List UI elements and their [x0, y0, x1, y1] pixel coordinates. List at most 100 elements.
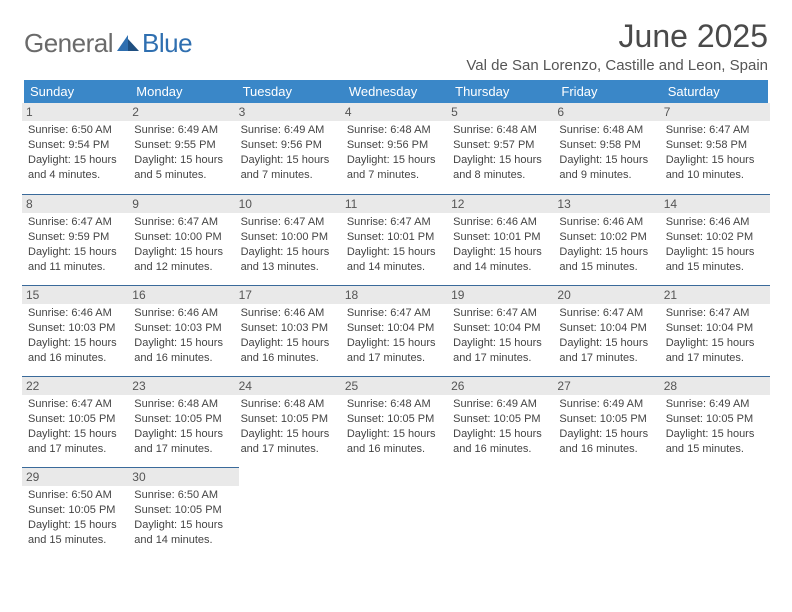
logo-text-general: General — [24, 28, 113, 59]
sunrise-line: Sunrise: 6:48 AM — [241, 397, 339, 412]
day-number: 22 — [22, 376, 132, 395]
daylight-line: Daylight: 15 hours and 15 minutes. — [666, 427, 764, 457]
sunset-line: Sunset: 9:56 PM — [241, 138, 339, 153]
page: General Blue June 2025 Val de San Lorenz… — [0, 0, 792, 558]
daylight-line: Daylight: 15 hours and 17 minutes. — [28, 427, 126, 457]
calendar-cell: 6Sunrise: 6:48 AMSunset: 9:58 PMDaylight… — [555, 103, 661, 194]
sunrise-line: Sunrise: 6:47 AM — [134, 215, 232, 230]
day-number: 12 — [447, 194, 557, 213]
day-number: 7 — [660, 103, 770, 121]
sunrise-line: Sunrise: 6:47 AM — [28, 397, 126, 412]
sunrise-line: Sunrise: 6:46 AM — [134, 306, 232, 321]
daylight-line: Daylight: 15 hours and 16 minutes. — [241, 336, 339, 366]
daylight-line: Daylight: 15 hours and 7 minutes. — [347, 153, 445, 183]
day-info: Sunrise: 6:49 AMSunset: 9:56 PMDaylight:… — [241, 123, 339, 182]
day-number: 6 — [553, 103, 663, 121]
sunset-line: Sunset: 10:04 PM — [559, 321, 657, 336]
sunset-line: Sunset: 10:02 PM — [666, 230, 764, 245]
sunset-line: Sunset: 10:05 PM — [134, 503, 232, 518]
sunrise-line: Sunrise: 6:49 AM — [134, 123, 232, 138]
logo: General Blue — [24, 28, 192, 59]
day-number: 4 — [341, 103, 451, 121]
sunset-line: Sunset: 9:58 PM — [559, 138, 657, 153]
day-header: Sunday — [24, 80, 130, 103]
sunrise-line: Sunrise: 6:47 AM — [28, 215, 126, 230]
sunset-line: Sunset: 10:04 PM — [347, 321, 445, 336]
logo-mark-icon — [116, 33, 140, 53]
day-number: 24 — [235, 376, 345, 395]
day-info: Sunrise: 6:47 AMSunset: 10:00 PMDaylight… — [134, 215, 232, 274]
sunrise-line: Sunrise: 6:49 AM — [241, 123, 339, 138]
sunrise-line: Sunrise: 6:46 AM — [241, 306, 339, 321]
sunrise-line: Sunrise: 6:47 AM — [241, 215, 339, 230]
daylight-line: Daylight: 15 hours and 16 minutes. — [134, 336, 232, 366]
day-info: Sunrise: 6:46 AMSunset: 10:03 PMDaylight… — [241, 306, 339, 365]
sunrise-line: Sunrise: 6:49 AM — [666, 397, 764, 412]
day-number: 26 — [447, 376, 557, 395]
daylight-line: Daylight: 15 hours and 17 minutes. — [347, 336, 445, 366]
day-info: Sunrise: 6:47 AMSunset: 10:04 PMDaylight… — [666, 306, 764, 365]
day-info: Sunrise: 6:46 AMSunset: 10:03 PMDaylight… — [28, 306, 126, 365]
calendar-cell — [343, 467, 449, 558]
sunset-line: Sunset: 9:55 PM — [134, 138, 232, 153]
day-header: Monday — [130, 80, 236, 103]
day-info: Sunrise: 6:50 AMSunset: 9:54 PMDaylight:… — [28, 123, 126, 182]
calendar-cell: 26Sunrise: 6:49 AMSunset: 10:05 PMDaylig… — [449, 376, 555, 467]
header: General Blue June 2025 Val de San Lorenz… — [24, 18, 768, 74]
sunrise-line: Sunrise: 6:48 AM — [134, 397, 232, 412]
daylight-line: Daylight: 15 hours and 14 minutes. — [453, 245, 551, 275]
daylight-line: Daylight: 15 hours and 16 minutes. — [28, 336, 126, 366]
sunset-line: Sunset: 10:03 PM — [241, 321, 339, 336]
sunrise-line: Sunrise: 6:47 AM — [347, 306, 445, 321]
day-info: Sunrise: 6:48 AMSunset: 10:05 PMDaylight… — [134, 397, 232, 456]
sunset-line: Sunset: 10:05 PM — [28, 412, 126, 427]
sunset-line: Sunset: 10:01 PM — [347, 230, 445, 245]
calendar-cell: 25Sunrise: 6:48 AMSunset: 10:05 PMDaylig… — [343, 376, 449, 467]
sunrise-line: Sunrise: 6:49 AM — [559, 397, 657, 412]
sunset-line: Sunset: 10:05 PM — [559, 412, 657, 427]
calendar-week-row: 22Sunrise: 6:47 AMSunset: 10:05 PMDaylig… — [24, 376, 768, 467]
sunset-line: Sunset: 10:02 PM — [559, 230, 657, 245]
sunrise-line: Sunrise: 6:46 AM — [666, 215, 764, 230]
calendar-cell: 28Sunrise: 6:49 AMSunset: 10:05 PMDaylig… — [662, 376, 768, 467]
daylight-line: Daylight: 15 hours and 5 minutes. — [134, 153, 232, 183]
calendar-week-row: 15Sunrise: 6:46 AMSunset: 10:03 PMDaylig… — [24, 285, 768, 376]
sunset-line: Sunset: 9:54 PM — [28, 138, 126, 153]
calendar-cell: 5Sunrise: 6:48 AMSunset: 9:57 PMDaylight… — [449, 103, 555, 194]
sunrise-line: Sunrise: 6:47 AM — [559, 306, 657, 321]
calendar-week-row: 29Sunrise: 6:50 AMSunset: 10:05 PMDaylig… — [24, 467, 768, 558]
day-info: Sunrise: 6:46 AMSunset: 10:02 PMDaylight… — [666, 215, 764, 274]
daylight-line: Daylight: 15 hours and 12 minutes. — [134, 245, 232, 275]
calendar-cell — [237, 467, 343, 558]
day-info: Sunrise: 6:47 AMSunset: 9:59 PMDaylight:… — [28, 215, 126, 274]
calendar-cell: 19Sunrise: 6:47 AMSunset: 10:04 PMDaylig… — [449, 285, 555, 376]
day-info: Sunrise: 6:49 AMSunset: 10:05 PMDaylight… — [559, 397, 657, 456]
day-header-row: Sunday Monday Tuesday Wednesday Thursday… — [24, 80, 768, 103]
day-info: Sunrise: 6:49 AMSunset: 10:05 PMDaylight… — [666, 397, 764, 456]
day-number: 29 — [22, 467, 132, 486]
day-info: Sunrise: 6:46 AMSunset: 10:01 PMDaylight… — [453, 215, 551, 274]
day-number: 5 — [447, 103, 557, 121]
sunrise-line: Sunrise: 6:47 AM — [666, 306, 764, 321]
calendar-cell: 7Sunrise: 6:47 AMSunset: 9:58 PMDaylight… — [662, 103, 768, 194]
calendar-cell — [449, 467, 555, 558]
sunrise-line: Sunrise: 6:48 AM — [347, 397, 445, 412]
sunset-line: Sunset: 10:05 PM — [347, 412, 445, 427]
day-header: Saturday — [662, 80, 768, 103]
daylight-line: Daylight: 15 hours and 17 minutes. — [241, 427, 339, 457]
calendar-cell — [662, 467, 768, 558]
day-number: 3 — [235, 103, 345, 121]
sunset-line: Sunset: 10:05 PM — [453, 412, 551, 427]
daylight-line: Daylight: 15 hours and 17 minutes. — [134, 427, 232, 457]
day-info: Sunrise: 6:50 AMSunset: 10:05 PMDaylight… — [134, 488, 232, 547]
day-info: Sunrise: 6:47 AMSunset: 10:05 PMDaylight… — [28, 397, 126, 456]
sunset-line: Sunset: 10:04 PM — [453, 321, 551, 336]
calendar-cell: 10Sunrise: 6:47 AMSunset: 10:00 PMDaylig… — [237, 194, 343, 285]
sunrise-line: Sunrise: 6:50 AM — [134, 488, 232, 503]
daylight-line: Daylight: 15 hours and 7 minutes. — [241, 153, 339, 183]
logo-text-blue: Blue — [142, 28, 192, 59]
day-info: Sunrise: 6:47 AMSunset: 10:01 PMDaylight… — [347, 215, 445, 274]
sunrise-line: Sunrise: 6:47 AM — [347, 215, 445, 230]
sunset-line: Sunset: 9:56 PM — [347, 138, 445, 153]
day-header: Thursday — [449, 80, 555, 103]
